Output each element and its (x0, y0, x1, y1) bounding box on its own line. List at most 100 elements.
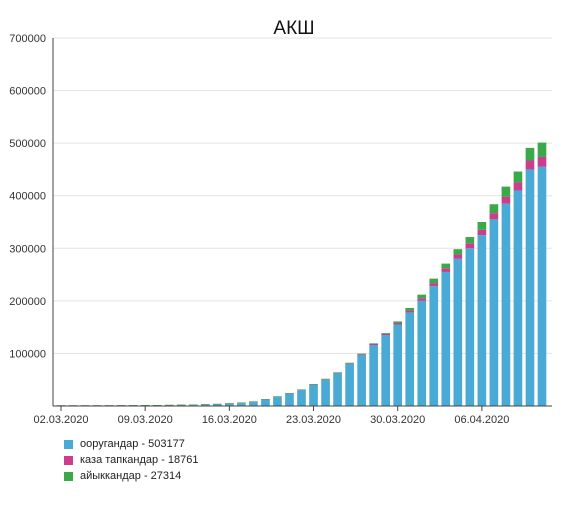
bar-segment-series-2 (128, 405, 138, 406)
bar-segment-series-2 (261, 399, 270, 400)
bar-segment-series-0 (297, 390, 306, 406)
bar-segment-series-0 (513, 190, 523, 406)
bar-segment-series-2 (176, 404, 186, 406)
bar-segment-series-0 (489, 219, 499, 406)
y-tick-label: 200000 (9, 296, 46, 308)
y-tick-label: 400000 (9, 191, 46, 203)
bar-segment-series-0 (333, 373, 342, 406)
bar-segment-series-2 (537, 142, 547, 157)
bar-segment-series-1 (333, 372, 342, 374)
bar-segment-series-0 (501, 203, 511, 406)
bar-segment-series-2 (297, 389, 306, 391)
legend-entry-recovered: айыккандар - 27314 (64, 469, 199, 483)
bar-segment-series-0 (261, 399, 270, 406)
bar-segment-series-2 (273, 396, 282, 397)
bar-segment-series-0 (237, 403, 246, 406)
y-tick-label: 500000 (9, 138, 46, 150)
bar-segment-series-2 (417, 294, 427, 299)
bar-segment-series-2 (309, 384, 318, 385)
bar-segment-series-2 (441, 263, 451, 269)
bar-segment-series-0 (477, 235, 487, 406)
bar-segment-series-2 (188, 404, 198, 406)
x-tick-label: 16.03.2020 (202, 414, 257, 426)
bar-segment-series-0 (381, 335, 391, 406)
bar-segment-series-0 (273, 397, 282, 406)
bar-segment-series-1 (381, 333, 391, 336)
bar-segment-series-0 (417, 300, 427, 406)
bar-segment-series-2 (429, 278, 439, 284)
bar-segment-series-1 (393, 322, 403, 325)
y-tick-label: 100000 (9, 348, 46, 360)
bar-segment-series-2 (285, 393, 294, 394)
bar-segment-series-1 (429, 283, 439, 287)
bar-segment-series-2 (525, 147, 535, 161)
bar-segment-series-0 (441, 271, 451, 406)
x-tick-label: 23.03.2020 (286, 414, 341, 426)
x-tick-label: 30.03.2020 (370, 414, 425, 426)
bar-segment-series-2 (465, 237, 475, 244)
x-tick-label: 06.04.2020 (454, 414, 509, 426)
bar-segment-series-1 (525, 160, 535, 170)
legend-swatch-deaths (64, 455, 73, 465)
legend-label-deaths: каза тапкандар - 18761 (80, 454, 199, 466)
bar-segment-series-2 (237, 402, 246, 404)
bar-segment-series-0 (212, 404, 222, 406)
bar-segment-series-0 (453, 258, 463, 406)
bar-segment-series-2 (513, 171, 523, 183)
bar-segment-series-2 (369, 343, 378, 344)
bar-segment-series-1 (501, 196, 511, 204)
legend-entry-deaths: каза тапкандар - 18761 (64, 453, 199, 467)
bar-segment-series-0 (345, 363, 354, 406)
bar-segment-series-0 (369, 345, 378, 406)
legend-label-recovered: айыккандар - 27314 (80, 470, 182, 482)
bar-segment-series-0 (429, 286, 439, 406)
bar-segment-series-1 (417, 298, 427, 301)
bar-segment-series-2 (381, 332, 391, 334)
bar-segment-series-2 (212, 403, 222, 405)
x-tick-label: 02.03.2020 (33, 414, 88, 426)
bar-segment-series-2 (453, 249, 463, 255)
bar-segment-series-0 (225, 403, 234, 406)
y-tick-label: 600000 (9, 86, 46, 98)
bar-segment-series-0 (321, 379, 330, 406)
x-tick-labels: 02.03.2020 09.03.2020 16.03.2020 23.03.2020… (33, 414, 509, 426)
bar-segment-series-0 (285, 393, 294, 406)
bar-segment-series-1 (357, 354, 366, 356)
bar-segment-series-2 (501, 186, 511, 197)
bar-segment-series-2 (249, 401, 258, 403)
grid-lines (53, 37, 552, 354)
bar-segment-series-1 (345, 363, 354, 364)
y-tick-label: 300000 (9, 243, 46, 255)
bar-segment-series-2 (345, 362, 354, 364)
bar-segment-series-1 (441, 268, 451, 272)
y-tick-labels: 700000 600000 500000 400000 300000 200000 1000… (9, 33, 46, 360)
bar-segment-series-1 (465, 243, 475, 249)
bar-segment-series-2 (140, 405, 150, 406)
bar-segment-series-1 (321, 379, 330, 380)
bar-segment-series-2 (200, 404, 210, 405)
axes (52, 38, 552, 411)
bar-segment-series-2 (164, 404, 174, 406)
bar-segment-series-2 (477, 222, 487, 230)
bar-segment-series-2 (333, 372, 342, 373)
legend-entry-infected: ооругандар - 503177 (64, 437, 199, 451)
bar-segment-series-1 (453, 254, 463, 259)
bar-segment-series-2 (321, 378, 330, 380)
legend: ооругандар - 503177 каза тапкандар - 187… (64, 437, 199, 485)
bar-segment-series-0 (465, 248, 475, 406)
bar-segment-series-0 (357, 355, 366, 406)
x-tick-label: 09.03.2020 (118, 414, 173, 426)
bar-segment-series-0 (200, 404, 210, 406)
bar-segment-series-0 (249, 402, 258, 406)
bar-segment-series-1 (489, 213, 499, 220)
bar-segment-series-1 (477, 229, 487, 236)
bar-segment-series-1 (513, 182, 523, 191)
bar-segment-series-0 (405, 312, 415, 406)
bar-segment-series-1 (405, 310, 415, 313)
chart-title: АКШ (273, 18, 314, 39)
bar-segment-series-0 (393, 324, 403, 406)
bar-segment-series-0 (537, 166, 547, 406)
legend-swatch-infected (64, 439, 73, 449)
bar-segment-series-2 (225, 403, 234, 404)
